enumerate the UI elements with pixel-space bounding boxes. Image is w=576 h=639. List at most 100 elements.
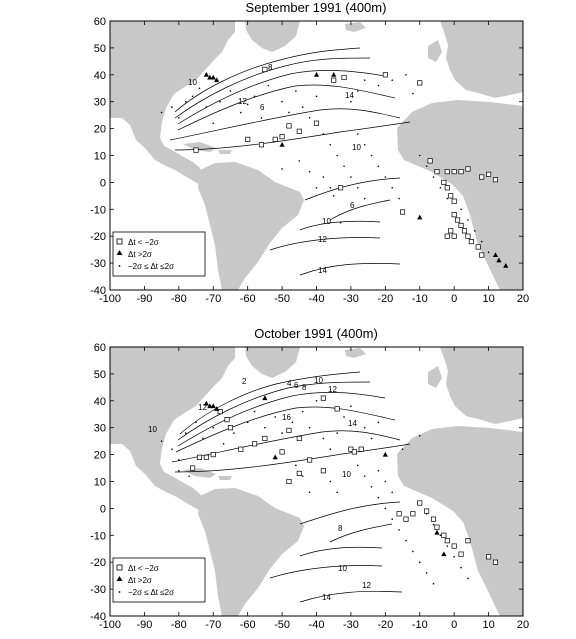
panel-title-september: September 1991 (400m)	[246, 0, 387, 15]
contour-label: 8	[302, 383, 307, 392]
contour-label: 12	[318, 235, 327, 244]
marker-below-minus-2sigma	[461, 228, 468, 234]
marker-below-minus-2sigma	[217, 409, 223, 415]
marker-within-2sigma	[160, 440, 163, 442]
x-tick-label: -50	[274, 293, 290, 305]
marker-below-minus-2sigma	[458, 551, 464, 557]
marker-below-minus-2sigma	[444, 185, 450, 191]
marker-within-2sigma	[184, 100, 187, 103]
marker-within-2sigma	[267, 84, 270, 87]
panel-title-october: October 1991 (400m)	[254, 326, 378, 341]
legend-october: Δt < −2σ Δt >2σ −2σ ≤ Δt ≤2σ	[112, 557, 206, 603]
contour-label: 14	[322, 593, 331, 602]
y-tick-label: 10	[94, 477, 106, 489]
marker-within-2sigma	[260, 117, 263, 119]
marker-within-2sigma	[467, 577, 469, 580]
x-tick-label: -40	[309, 293, 325, 305]
marker-below-minus-2sigma	[190, 465, 196, 471]
marker-within-2sigma	[350, 100, 352, 103]
marker-below-minus-2sigma	[451, 233, 457, 239]
x-tick-label: -60	[240, 293, 256, 305]
marker-within-2sigma	[439, 534, 442, 537]
marker-within-2sigma	[329, 448, 332, 451]
marker-within-2sigma	[343, 165, 345, 168]
marker-within-2sigma	[295, 464, 297, 467]
y-tick-label: 40	[94, 396, 106, 408]
marker-within-2sigma	[301, 475, 304, 477]
marker-above-2sigma	[262, 395, 268, 401]
marker-below-minus-2sigma	[430, 516, 437, 522]
marker-within-2sigma	[363, 197, 366, 200]
marker-within-2sigma	[357, 186, 359, 189]
marker-below-minus-2sigma	[224, 417, 230, 423]
marker-within-2sigma	[446, 545, 449, 547]
legend-triangle-marker	[116, 576, 123, 581]
marker-within-2sigma	[329, 143, 332, 146]
y-tick-label: -30	[90, 258, 106, 270]
marker-within-2sigma	[446, 197, 449, 200]
marker-above-2sigma	[434, 529, 440, 535]
marker-below-minus-2sigma	[410, 511, 416, 517]
marker-above-2sigma	[331, 72, 337, 77]
marker-within-2sigma	[339, 221, 342, 224]
contour-label: 12	[328, 385, 337, 394]
contour-label: 10	[342, 470, 351, 479]
contour-label: 8	[338, 524, 343, 533]
marker-below-minus-2sigma	[252, 441, 258, 447]
legend-box	[112, 231, 206, 277]
x-tick-label: -90	[136, 619, 152, 631]
contour-label: 4	[287, 379, 292, 388]
marker-below-minus-2sigma	[286, 123, 292, 129]
marker-within-2sigma	[432, 176, 435, 178]
marker-within-2sigma	[329, 480, 332, 483]
y-tick-label: -10	[90, 204, 106, 216]
marker-within-2sigma	[418, 434, 421, 437]
marker-within-2sigma	[432, 582, 435, 585]
marker-below-minus-2sigma	[286, 427, 292, 433]
y-tick-label: 40	[94, 70, 106, 82]
marker-below-minus-2sigma	[465, 538, 471, 544]
marker-below-minus-2sigma	[451, 543, 457, 549]
marker-below-minus-2sigma	[444, 538, 450, 544]
marker-below-minus-2sigma	[358, 446, 364, 452]
marker-below-minus-2sigma	[444, 169, 450, 175]
marker-below-minus-2sigma	[320, 468, 326, 474]
marker-within-2sigma	[401, 448, 404, 451]
marker-within-2sigma	[195, 421, 197, 424]
marker-within-2sigma	[357, 133, 359, 135]
contour-label: 10	[188, 78, 197, 87]
marker-within-2sigma	[391, 491, 394, 494]
marker-below-minus-2sigma	[258, 142, 264, 148]
marker-within-2sigma	[350, 176, 352, 178]
marker-within-2sigma	[391, 186, 394, 189]
contour-label: 16	[282, 413, 291, 422]
contour-label: 8	[268, 63, 273, 72]
contour-label: 10	[352, 143, 361, 152]
marker-within-2sigma	[418, 154, 421, 157]
marker-below-minus-2sigma	[203, 454, 209, 460]
panel-october: October 1991 (400m)	[90, 326, 529, 631]
marker-below-minus-2sigma	[341, 74, 347, 81]
marker-within-2sigma	[425, 572, 428, 574]
marker-within-2sigma	[384, 507, 387, 510]
contour-label: 10	[314, 376, 323, 385]
marker-within-2sigma	[246, 103, 249, 106]
marker-within-2sigma	[171, 448, 173, 451]
legend-box	[112, 557, 206, 603]
marker-within-2sigma	[453, 556, 455, 558]
marker-within-2sigma	[295, 90, 297, 92]
marker-within-2sigma	[363, 79, 366, 81]
x-tick-label: -80	[171, 619, 187, 631]
marker-above-2sigma	[214, 77, 220, 83]
marker-above-2sigma	[313, 72, 320, 77]
x-tick-label: 10	[482, 619, 494, 631]
marker-below-minus-2sigma	[417, 500, 423, 506]
legend-label: −2σ ≤ Δt ≤2σ	[128, 588, 174, 597]
marker-below-minus-2sigma	[448, 193, 454, 199]
contours-october	[171, 371, 411, 603]
marker-within-2sigma	[178, 469, 180, 472]
x-tick-label: -100	[99, 293, 121, 305]
marker-below-minus-2sigma	[238, 446, 244, 452]
marker-within-2sigma	[160, 111, 163, 114]
marker-within-2sigma	[370, 154, 373, 157]
